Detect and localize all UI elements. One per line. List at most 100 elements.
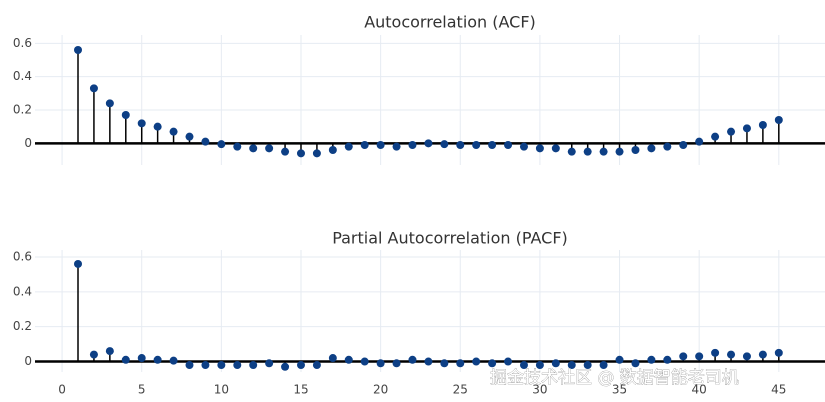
marker — [169, 356, 178, 365]
marker — [185, 132, 194, 141]
marker — [121, 111, 130, 119]
marker — [631, 146, 640, 154]
marker — [105, 99, 114, 108]
marker — [551, 359, 560, 368]
marker — [424, 357, 433, 366]
marker — [504, 141, 513, 149]
marker — [758, 350, 767, 359]
marker — [727, 127, 736, 136]
x-tick-label: 45 — [771, 383, 786, 397]
marker — [169, 127, 178, 136]
marker — [647, 355, 656, 364]
y-tick-label: 0.4 — [13, 284, 32, 298]
marker — [233, 361, 242, 370]
marker — [583, 361, 592, 370]
marker — [201, 137, 210, 146]
marker — [472, 141, 481, 149]
marker — [647, 144, 656, 153]
marker — [663, 355, 672, 364]
x-tick-label: 10 — [214, 383, 229, 397]
marker — [679, 141, 688, 149]
marker — [105, 347, 114, 356]
marker — [727, 350, 736, 359]
marker — [615, 355, 624, 364]
marker — [488, 359, 497, 368]
marker — [376, 359, 385, 368]
marker — [504, 357, 513, 366]
marker — [774, 348, 783, 357]
marker — [583, 147, 592, 156]
marker — [328, 146, 337, 154]
marker — [74, 259, 83, 268]
y-tick-label: 0 — [24, 136, 32, 150]
marker — [535, 361, 544, 370]
x-tick-label: 15 — [293, 383, 308, 397]
marker — [312, 149, 321, 158]
watermark: 掘金技术社区 @ 数据智能老司机 — [490, 368, 739, 388]
marker — [456, 359, 465, 368]
marker — [758, 121, 767, 129]
marker — [631, 359, 640, 368]
marker — [679, 352, 688, 361]
marker — [249, 144, 258, 153]
marker — [217, 361, 226, 370]
y-tick-label: 0.2 — [13, 319, 32, 333]
marker — [599, 361, 608, 370]
y-tick-label: 0.4 — [13, 69, 32, 83]
marker — [408, 141, 417, 149]
x-tick-label: 0 — [58, 383, 66, 397]
marker — [89, 84, 98, 93]
marker — [153, 122, 162, 131]
marker — [774, 116, 783, 124]
marker — [121, 355, 130, 364]
y-tick-label: 0.6 — [13, 249, 32, 263]
marker — [376, 141, 385, 149]
x-tick-label: 35 — [612, 383, 627, 397]
marker — [296, 361, 305, 370]
marker — [567, 147, 576, 156]
marker — [567, 361, 576, 370]
marker — [201, 361, 210, 370]
marker — [519, 361, 528, 370]
marker — [89, 350, 98, 359]
marker — [344, 355, 353, 364]
marker — [742, 124, 751, 133]
marker — [742, 352, 751, 361]
marker — [440, 140, 449, 149]
marker — [312, 361, 321, 370]
marker — [711, 132, 720, 141]
marker — [535, 144, 544, 153]
marker — [408, 355, 417, 364]
marker — [281, 362, 290, 371]
marker — [185, 361, 194, 370]
marker — [472, 357, 481, 366]
marker — [488, 141, 497, 149]
marker — [519, 142, 528, 151]
marker — [281, 147, 290, 156]
marker — [328, 354, 337, 363]
x-tick-label: 5 — [138, 383, 146, 397]
marker — [153, 355, 162, 364]
chart-title: Autocorrelation (ACF) — [364, 13, 536, 32]
marker — [265, 144, 274, 153]
marker — [74, 46, 83, 54]
marker — [440, 359, 449, 368]
marker — [217, 140, 226, 149]
marker — [265, 359, 274, 368]
marker — [344, 142, 353, 151]
marker — [137, 119, 146, 128]
marker — [615, 147, 624, 156]
marker — [392, 142, 401, 151]
x-tick-label: 30 — [532, 383, 547, 397]
marker — [599, 147, 608, 156]
marker — [551, 144, 560, 153]
marker — [249, 361, 258, 370]
x-tick-label: 25 — [453, 383, 468, 397]
y-tick-label: 0.2 — [13, 103, 32, 117]
y-tick-label: 0 — [24, 354, 32, 368]
chart-title: Partial Autocorrelation (PACF) — [332, 229, 568, 248]
marker — [695, 352, 704, 361]
x-tick-label: 40 — [692, 383, 707, 397]
marker — [695, 137, 704, 146]
